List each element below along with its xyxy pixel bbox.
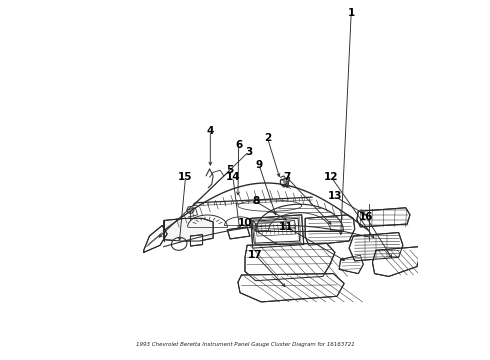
Ellipse shape (172, 238, 187, 250)
Polygon shape (252, 219, 299, 243)
Circle shape (187, 206, 194, 213)
Text: 13: 13 (328, 192, 342, 202)
Text: 3: 3 (245, 147, 252, 157)
Text: 15: 15 (178, 172, 193, 182)
Polygon shape (245, 243, 335, 281)
Text: 2: 2 (264, 133, 271, 143)
Polygon shape (305, 215, 355, 245)
Text: 1993 Chevrolet Beretta Instrument Panel Gauge Cluster Diagram for 16163721: 1993 Chevrolet Beretta Instrument Panel … (136, 342, 354, 347)
Text: 12: 12 (324, 172, 339, 182)
Polygon shape (339, 255, 363, 274)
Polygon shape (372, 247, 420, 276)
Polygon shape (164, 219, 213, 241)
Text: 17: 17 (248, 250, 263, 260)
Text: 9: 9 (256, 160, 263, 170)
Text: 16: 16 (359, 212, 373, 222)
Text: 14: 14 (226, 172, 240, 182)
Text: 11: 11 (279, 222, 294, 232)
Text: 5: 5 (226, 165, 234, 175)
Text: 1: 1 (347, 8, 355, 18)
Polygon shape (238, 274, 344, 302)
Polygon shape (349, 233, 403, 261)
Text: 4: 4 (207, 126, 214, 136)
Text: 7: 7 (283, 172, 291, 182)
Polygon shape (280, 177, 290, 187)
Text: 10: 10 (238, 219, 252, 228)
Polygon shape (357, 208, 410, 227)
Text: 8: 8 (252, 197, 259, 206)
Polygon shape (191, 235, 202, 246)
Polygon shape (251, 215, 304, 248)
Polygon shape (227, 227, 250, 239)
Text: 6: 6 (235, 140, 242, 150)
Polygon shape (144, 225, 167, 252)
